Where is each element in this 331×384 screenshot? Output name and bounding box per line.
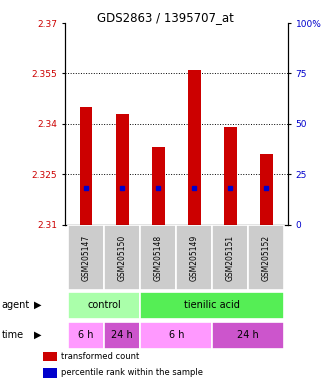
Bar xyxy=(212,225,248,290)
Bar xyxy=(116,114,128,225)
Bar xyxy=(224,127,237,225)
Bar xyxy=(140,225,176,290)
Bar xyxy=(104,321,140,349)
Text: 24 h: 24 h xyxy=(111,330,133,340)
Text: 6 h: 6 h xyxy=(168,330,184,340)
Text: ▶: ▶ xyxy=(34,330,42,340)
Bar xyxy=(140,291,284,319)
Bar xyxy=(140,321,212,349)
Bar xyxy=(248,225,284,290)
Bar xyxy=(104,225,140,290)
Bar xyxy=(80,107,92,225)
Text: transformed count: transformed count xyxy=(61,352,140,361)
Text: GSM205152: GSM205152 xyxy=(262,235,271,281)
Bar xyxy=(152,147,165,225)
Text: tienilic acid: tienilic acid xyxy=(184,300,240,310)
Text: time: time xyxy=(2,330,24,340)
Text: GSM205148: GSM205148 xyxy=(154,235,163,281)
Bar xyxy=(68,321,104,349)
Bar xyxy=(68,225,104,290)
Text: control: control xyxy=(87,300,121,310)
Text: GDS2863 / 1395707_at: GDS2863 / 1395707_at xyxy=(97,11,234,24)
Text: ▶: ▶ xyxy=(34,300,42,310)
Text: GSM205149: GSM205149 xyxy=(190,235,199,281)
Text: 24 h: 24 h xyxy=(237,330,259,340)
Bar xyxy=(176,225,212,290)
Bar xyxy=(260,154,273,225)
Bar xyxy=(43,352,57,361)
Text: GSM205151: GSM205151 xyxy=(226,235,235,281)
Bar xyxy=(68,291,140,319)
Text: GSM205150: GSM205150 xyxy=(118,235,127,281)
Text: agent: agent xyxy=(2,300,30,310)
Text: percentile rank within the sample: percentile rank within the sample xyxy=(61,369,203,377)
Text: GSM205147: GSM205147 xyxy=(82,235,91,281)
Bar xyxy=(43,368,57,378)
Bar xyxy=(188,70,201,225)
Bar xyxy=(212,321,284,349)
Text: 6 h: 6 h xyxy=(78,330,94,340)
